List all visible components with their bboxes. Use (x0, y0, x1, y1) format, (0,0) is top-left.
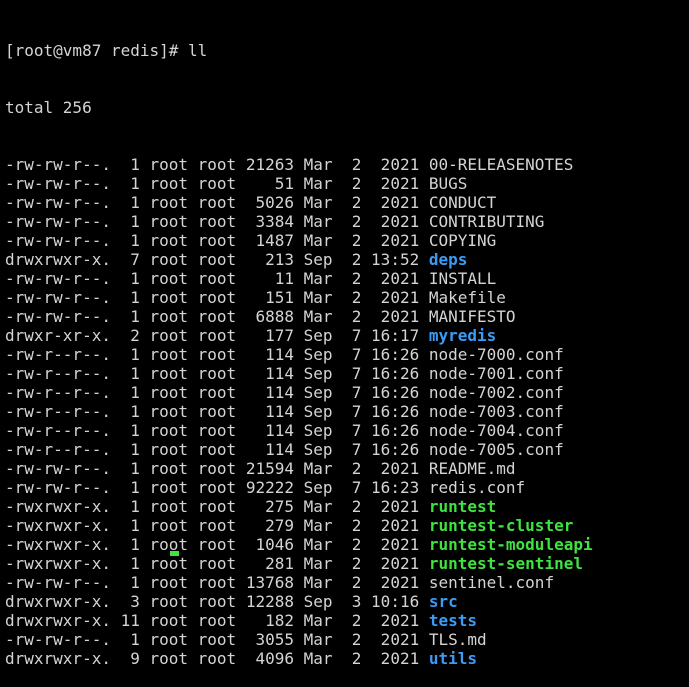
file-name: 00-RELEASENOTES (428, 155, 574, 174)
terminal-output[interactable]: [root@vm87 redis]# ll total 256 -rw-rw-r… (5, 3, 593, 687)
total-line: total 256 (5, 98, 92, 117)
file-name: node-7005.conf (428, 440, 564, 459)
file-name: deps (428, 250, 468, 269)
file-entry: -rw-r--r--. 1 root root 114 Sep 7 16:26 … (5, 421, 593, 440)
file-name: redis.conf (428, 478, 526, 497)
file-entry: -rwxrwxr-x. 1 root root 281 Mar 2 2021 r… (5, 554, 593, 573)
file-entry: drwxrwxr-x. 9 root root 4096 Mar 2 2021 … (5, 649, 593, 668)
file-info: -rw-rw-r--. 1 root root 1487 Mar 2 2021 (5, 231, 429, 250)
file-entry: -rw-rw-r--. 1 root root 11 Mar 2 2021 IN… (5, 269, 593, 288)
file-info: -rwxrwxr-x. 1 root root 1046 Mar 2 2021 (5, 535, 429, 554)
file-name: CONDUCT (428, 193, 497, 212)
file-info: drwxrwxr-x. 9 root root 4096 Mar 2 2021 (5, 649, 429, 668)
file-name: BUGS (428, 174, 468, 193)
file-name: runtest-moduleapi (428, 535, 593, 554)
file-info: drwxrwxr-x. 11 root root 182 Mar 2 2021 (5, 611, 429, 630)
file-name: node-7000.conf (428, 345, 564, 364)
file-entry: -rw-rw-r--. 1 root root 51 Mar 2 2021 BU… (5, 174, 593, 193)
file-name: node-7004.conf (428, 421, 564, 440)
file-entry: -rw-r--r--. 1 root root 114 Sep 7 16:26 … (5, 402, 593, 421)
file-info: -rw-r--r--. 1 root root 114 Sep 7 16:26 (5, 364, 429, 383)
file-entry: -rwxrwxr-x. 1 root root 275 Mar 2 2021 r… (5, 497, 593, 516)
file-info: -rwxrwxr-x. 1 root root 281 Mar 2 2021 (5, 554, 429, 573)
file-entry: -rw-rw-r--. 1 root root 21594 Mar 2 2021… (5, 459, 593, 478)
file-info: -rw-rw-r--. 1 root root 21263 Mar 2 2021 (5, 155, 429, 174)
file-name: TLS.md (428, 630, 487, 649)
file-info: -rw-r--r--. 1 root root 114 Sep 7 16:26 (5, 440, 429, 459)
file-info: drwxrwxr-x. 7 root root 213 Sep 2 13:52 (5, 250, 429, 269)
file-info: -rw-r--r--. 1 root root 114 Sep 7 16:26 (5, 383, 429, 402)
file-info: drwxr-xr-x. 2 root root 177 Sep 7 16:17 (5, 326, 429, 345)
file-name: src (428, 592, 458, 611)
file-name: sentinel.conf (428, 573, 555, 592)
file-entry: -rw-r--r--. 1 root root 114 Sep 7 16:26 … (5, 364, 593, 383)
file-info: -rw-rw-r--. 1 root root 151 Mar 2 2021 (5, 288, 429, 307)
file-name: INSTALL (428, 269, 497, 288)
file-info: drwxrwxr-x. 3 root root 12288 Sep 3 10:1… (5, 592, 429, 611)
file-name: tests (428, 611, 478, 630)
file-entry: drwxrwxr-x. 7 root root 213 Sep 2 13:52 … (5, 250, 593, 269)
file-name: myredis (428, 326, 497, 345)
file-info: -rw-r--r--. 1 root root 114 Sep 7 16:26 (5, 421, 429, 440)
file-info: -rw-rw-r--. 1 root root 51 Mar 2 2021 (5, 174, 429, 193)
file-info: -rw-rw-r--. 1 root root 3384 Mar 2 2021 (5, 212, 429, 231)
prompt-line: [root@vm87 redis]# ll (5, 41, 208, 60)
file-info: -rw-rw-r--. 1 root root 21594 Mar 2 2021 (5, 459, 429, 478)
file-entry: -rw-r--r--. 1 root root 114 Sep 7 16:26 … (5, 440, 593, 459)
file-info: -rw-rw-r--. 1 root root 6888 Mar 2 2021 (5, 307, 429, 326)
file-name: runtest-cluster (428, 516, 574, 535)
file-listing: -rw-rw-r--. 1 root root 21263 Mar 2 2021… (5, 155, 593, 668)
file-entry: -rw-rw-r--. 1 root root 5026 Mar 2 2021 … (5, 193, 593, 212)
file-entry: -rw-r--r--. 1 root root 114 Sep 7 16:26 … (5, 345, 593, 364)
file-info: -rw-r--r--. 1 root root 114 Sep 7 16:26 (5, 402, 429, 421)
file-info: -rw-rw-r--. 1 root root 11 Mar 2 2021 (5, 269, 429, 288)
file-entry: -rw-rw-r--. 1 root root 92222 Sep 7 16:2… (5, 478, 593, 497)
file-entry: -rw-rw-r--. 1 root root 1487 Mar 2 2021 … (5, 231, 593, 250)
file-name: MANIFESTO (428, 307, 516, 326)
file-info: -rw-rw-r--. 1 root root 3055 Mar 2 2021 (5, 630, 429, 649)
file-info: -rw-rw-r--. 1 root root 13768 Mar 2 2021 (5, 573, 429, 592)
file-info: -rw-r--r--. 1 root root 114 Sep 7 16:26 (5, 345, 429, 364)
file-name: utils (428, 649, 478, 668)
file-name: node-7002.conf (428, 383, 564, 402)
file-name: Makefile (428, 288, 506, 307)
file-name: node-7001.conf (428, 364, 564, 383)
file-name: node-7003.conf (428, 402, 564, 421)
file-entry: -rw-rw-r--. 1 root root 3055 Mar 2 2021 … (5, 630, 593, 649)
file-name: README.md (428, 459, 516, 478)
file-entry: -rw-r--r--. 1 root root 114 Sep 7 16:26 … (5, 383, 593, 402)
file-info: -rwxrwxr-x. 1 root root 279 Mar 2 2021 (5, 516, 429, 535)
file-entry: drwxrwxr-x. 11 root root 182 Mar 2 2021 … (5, 611, 593, 630)
file-entry: -rw-rw-r--. 1 root root 6888 Mar 2 2021 … (5, 307, 593, 326)
file-entry: -rw-rw-r--. 1 root root 3384 Mar 2 2021 … (5, 212, 593, 231)
file-info: -rwxrwxr-x. 1 root root 275 Mar 2 2021 (5, 497, 429, 516)
file-entry: -rw-rw-r--. 1 root root 21263 Mar 2 2021… (5, 155, 593, 174)
file-name: CONTRIBUTING (428, 212, 545, 231)
file-entry: -rwxrwxr-x. 1 root root 279 Mar 2 2021 r… (5, 516, 593, 535)
file-entry: -rw-rw-r--. 1 root root 13768 Mar 2 2021… (5, 573, 593, 592)
file-entry: -rwxrwxr-x. 1 root root 1046 Mar 2 2021 … (5, 535, 593, 554)
file-info: -rw-rw-r--. 1 root root 92222 Sep 7 16:2… (5, 478, 429, 497)
file-name: COPYING (428, 231, 497, 250)
file-name: runtest-sentinel (428, 554, 583, 573)
file-name: runtest (428, 497, 497, 516)
file-entry: -rw-rw-r--. 1 root root 151 Mar 2 2021 M… (5, 288, 593, 307)
file-entry: drwxrwxr-x. 3 root root 12288 Sep 3 10:1… (5, 592, 593, 611)
file-entry: drwxr-xr-x. 2 root root 177 Sep 7 16:17 … (5, 326, 593, 345)
terminal-cursor (170, 551, 179, 556)
file-info: -rw-rw-r--. 1 root root 5026 Mar 2 2021 (5, 193, 429, 212)
